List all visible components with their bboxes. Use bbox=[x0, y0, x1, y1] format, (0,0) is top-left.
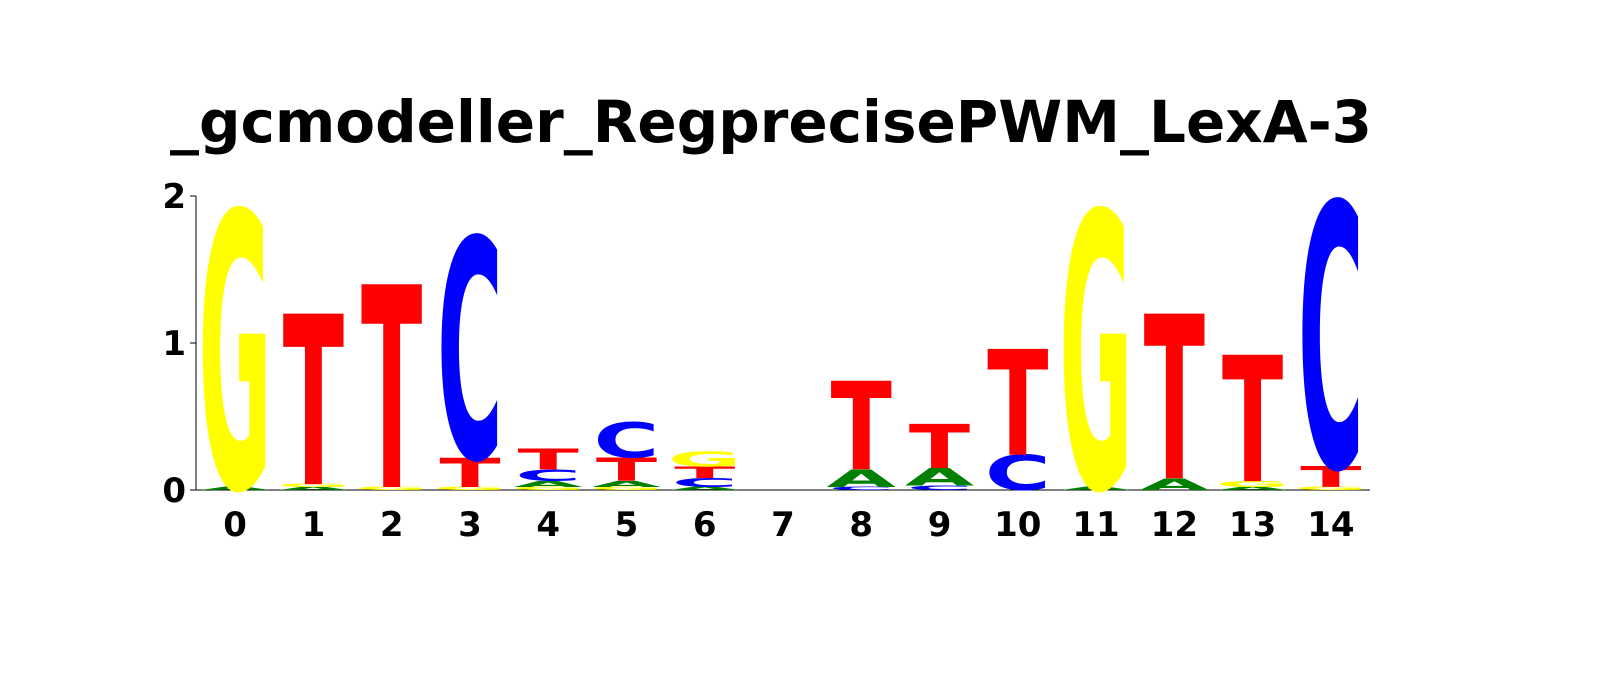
logo-letter-a: A bbox=[513, 480, 582, 489]
logo-letter-c: C bbox=[1298, 131, 1364, 552]
x-tick-label: 7 bbox=[771, 505, 795, 545]
logo-letter-g: G bbox=[1294, 486, 1368, 491]
logo-letter-t: T bbox=[361, 229, 422, 553]
logo-letter-t: T bbox=[439, 450, 501, 497]
logo-letter-c: C bbox=[594, 413, 660, 469]
x-tick-label: 14 bbox=[1307, 505, 1354, 545]
logo-letter-g: G bbox=[198, 135, 272, 577]
y-tick-label: 1 bbox=[162, 324, 186, 364]
logo-letter-a: A bbox=[1218, 486, 1287, 491]
x-tick-label: 1 bbox=[302, 505, 326, 545]
y-tick-label: 0 bbox=[162, 471, 186, 511]
logo-letter-t: T bbox=[518, 443, 580, 476]
logo-letter-t: T bbox=[674, 463, 735, 482]
x-tick-label: 8 bbox=[849, 505, 873, 545]
logo-letter-c: C bbox=[907, 484, 973, 491]
logo-letter-t: T bbox=[596, 451, 657, 489]
y-axis-ticks: 0 1 2 bbox=[162, 177, 196, 511]
logo-letter-g: G bbox=[1059, 135, 1133, 577]
y-tick-label: 2 bbox=[162, 177, 186, 217]
x-axis-ticks: 0 1 2 3 4 5 6 7 8 9 10 11 12 13 14 bbox=[223, 505, 1354, 545]
x-tick-label: 5 bbox=[615, 505, 639, 545]
x-tick-label: 0 bbox=[223, 505, 247, 545]
logo-letter-a: A bbox=[827, 465, 897, 493]
logo-letter-a: A bbox=[1061, 486, 1130, 491]
logo-letter-a: A bbox=[905, 464, 975, 492]
x-tick-label: 10 bbox=[994, 505, 1041, 545]
logo-letter-t: T bbox=[283, 268, 344, 540]
logo-letter-g: G bbox=[590, 486, 664, 491]
logo-letter-g: G bbox=[511, 486, 585, 491]
chart-title: _gcmodeller_RegprecisePWM_LexA-3 bbox=[169, 88, 1373, 156]
logo-letter-t: T bbox=[987, 321, 1048, 489]
x-tick-label: 4 bbox=[536, 505, 560, 545]
logo-letter-a: A bbox=[1140, 475, 1210, 494]
logo-letter-a: A bbox=[200, 486, 269, 491]
logo-letter-a: A bbox=[592, 480, 661, 489]
x-tick-label: 6 bbox=[693, 505, 717, 545]
x-tick-label: 11 bbox=[1072, 505, 1119, 545]
logo-letter-c: C bbox=[437, 177, 503, 530]
logo-letter-g: G bbox=[668, 448, 742, 471]
logo-letter-a: A bbox=[279, 486, 348, 491]
x-tick-label: 3 bbox=[458, 505, 482, 545]
logo-letter-t: T bbox=[909, 413, 970, 483]
x-tick-label: 9 bbox=[928, 505, 952, 545]
logo-letter-g: G bbox=[433, 486, 507, 491]
logo-letter-g: G bbox=[277, 483, 351, 488]
x-tick-label: 13 bbox=[1229, 505, 1276, 545]
logo-letter-a: A bbox=[670, 486, 739, 491]
x-tick-label: 2 bbox=[380, 505, 404, 545]
logo-letter-c: C bbox=[828, 486, 894, 491]
logo-letter-t: T bbox=[1144, 268, 1205, 532]
logo-letter-g: G bbox=[355, 486, 429, 491]
logo-letter-c: C bbox=[672, 476, 738, 490]
logo-letter-c: C bbox=[515, 466, 581, 485]
x-tick-label: 12 bbox=[1151, 505, 1198, 545]
logo-letter-t: T bbox=[1222, 320, 1283, 522]
logo-letter-g: G bbox=[1216, 480, 1290, 489]
logo-letter-c: C bbox=[985, 446, 1051, 502]
logo-letter-t: T bbox=[1300, 461, 1362, 494]
logo-letter-t: T bbox=[831, 358, 893, 499]
